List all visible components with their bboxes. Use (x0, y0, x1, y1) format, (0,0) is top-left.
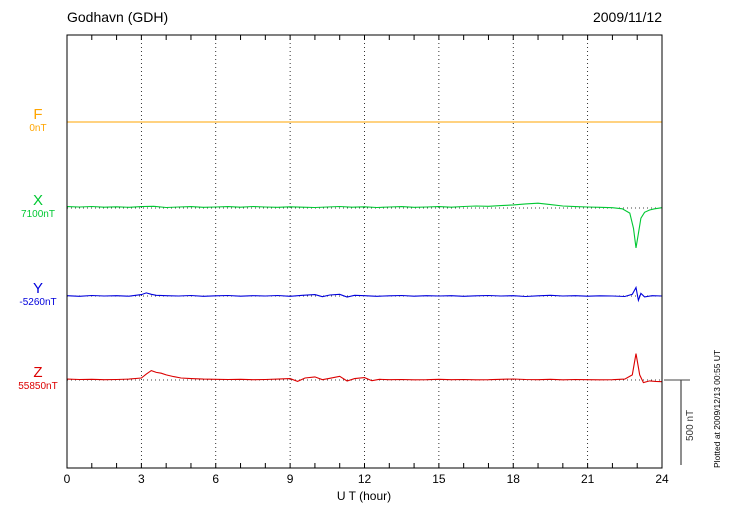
x-axis-title: U T (hour) (336, 489, 392, 503)
channel-label-x: X 7100nT (8, 192, 68, 221)
trace-X (66, 202, 663, 248)
channel-name-y: Y (32, 280, 43, 297)
x-tick-label: 3 (138, 472, 145, 486)
x-tick-label: 9 (287, 472, 294, 486)
channel-label-z: Z 55850nT (8, 364, 68, 393)
channel-baseline-f: 0nT (29, 123, 47, 134)
x-tick-label: 18 (507, 472, 521, 486)
x-tick-label: 12 (358, 472, 372, 486)
x-tick-label: 24 (655, 472, 669, 486)
page-title: Godhavn (GDH) (67, 9, 169, 25)
scale-bar-label: 500 nT (685, 409, 696, 441)
x-tick-label: 6 (212, 472, 219, 486)
channel-baseline-x: 7100nT (21, 209, 55, 220)
channel-name-f: F (33, 106, 43, 123)
date-label: 2009/11/12 (592, 9, 662, 25)
trace-Z (66, 353, 663, 384)
channel-baseline-z: 55850nT (18, 381, 58, 392)
x-tick-label: 15 (432, 472, 446, 486)
channel-label-y: Y -5260nT (8, 280, 68, 309)
channel-baseline-y: -5260nT (19, 297, 57, 308)
channel-name-z: Z (33, 364, 43, 381)
plot-frame (66, 34, 663, 469)
plot-footnote: Plotted at 2009/12/13 00:55 UT (712, 349, 722, 468)
channel-name-x: X (32, 192, 43, 209)
trace-Y (66, 285, 663, 303)
channel-label-f: F 0nT (8, 106, 68, 135)
x-tick-label: 21 (581, 472, 595, 486)
x-tick-label: 0 (64, 472, 71, 486)
